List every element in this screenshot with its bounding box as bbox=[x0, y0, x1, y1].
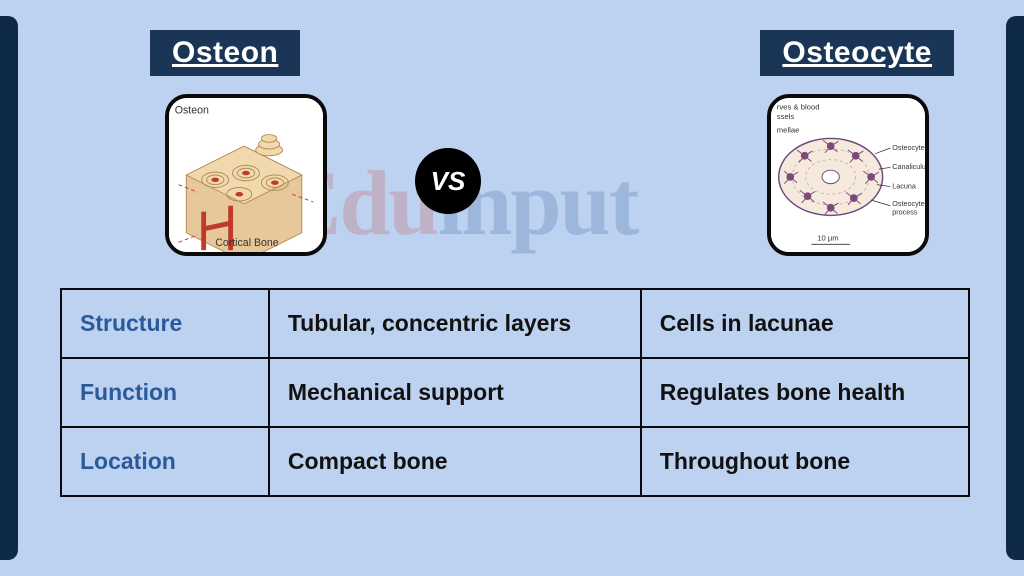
octy-r1: Osteocyte bbox=[892, 143, 924, 152]
comparison-table: Structure Tubular, concentric layers Cel… bbox=[60, 288, 970, 497]
title-osteon: Osteon bbox=[150, 30, 300, 76]
row-label: Location bbox=[61, 427, 269, 496]
octy-r3: Lacuna bbox=[892, 181, 916, 190]
row-label: Function bbox=[61, 358, 269, 427]
table-row: Location Compact bone Throughout bone bbox=[61, 427, 969, 496]
octy-label-t2: ssels bbox=[777, 112, 795, 121]
table-row: Structure Tubular, concentric layers Cel… bbox=[61, 289, 969, 358]
cell-osteocyte: Throughout bone bbox=[641, 427, 969, 496]
cell-osteon: Tubular, concentric layers bbox=[269, 289, 641, 358]
table-row: Function Mechanical support Regulates bo… bbox=[61, 358, 969, 427]
osteocyte-illustration: rves & blood ssels mellae Osteocyte Cana… bbox=[767, 94, 929, 256]
osteon-label-top: Osteon bbox=[175, 104, 209, 116]
octy-label-t3: mellae bbox=[777, 126, 800, 135]
octy-r2: Canaliculu bbox=[892, 162, 925, 171]
osteon-svg: Osteon bbox=[169, 98, 323, 252]
octy-label-t1: rves & blood bbox=[777, 103, 820, 112]
osteocyte-svg: rves & blood ssels mellae Osteocyte Cana… bbox=[771, 98, 925, 252]
octy-r4: Osteocyte bbox=[892, 199, 924, 208]
cell-osteon: Compact bone bbox=[269, 427, 641, 496]
cell-osteocyte: Regulates bone health bbox=[641, 358, 969, 427]
vs-label: VS bbox=[431, 166, 466, 197]
title-osteocyte: Osteocyte bbox=[760, 30, 954, 76]
cell-osteocyte: Cells in lacunae bbox=[641, 289, 969, 358]
octy-r5: process bbox=[892, 207, 918, 216]
octy-scale: 10 µm bbox=[817, 233, 839, 242]
vs-badge: VS bbox=[415, 148, 481, 214]
row-label: Structure bbox=[61, 289, 269, 358]
decorative-left-bar bbox=[0, 16, 18, 560]
decorative-right-bar bbox=[1006, 16, 1024, 560]
cell-osteon: Mechanical support bbox=[269, 358, 641, 427]
osteon-label-bottom: Cortical Bone bbox=[215, 237, 279, 249]
osteon-illustration: Osteon bbox=[165, 94, 327, 256]
